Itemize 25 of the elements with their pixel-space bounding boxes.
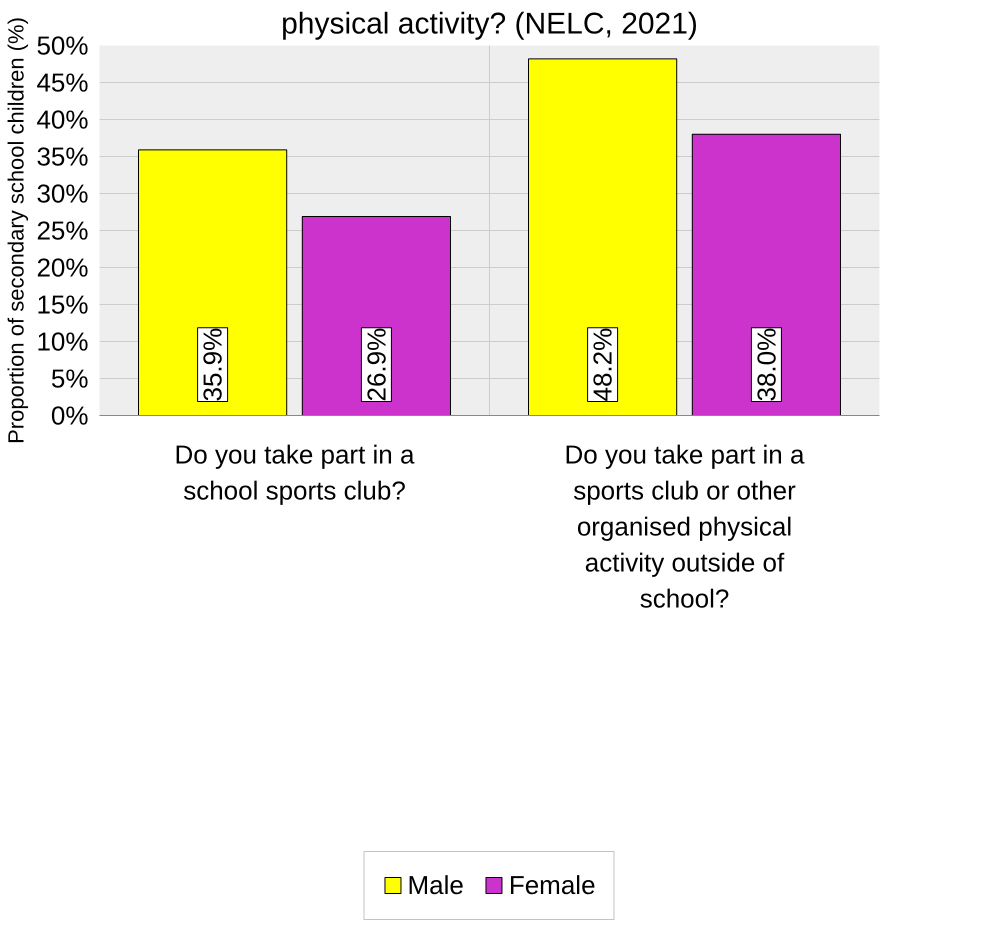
y-tick-label: 0% [50, 400, 88, 430]
y-tick-label: 50% [36, 30, 89, 60]
legend-label: Female [508, 870, 596, 900]
y-tick-label: 35% [36, 142, 89, 172]
text: 26.9% [361, 328, 392, 402]
y-tick-label: 25% [36, 216, 89, 246]
bar [528, 58, 678, 416]
bar [138, 149, 288, 416]
y-tick-label: 40% [36, 104, 89, 134]
bar [692, 134, 841, 416]
chart-title: physical activity? (NELC, 2021) [281, 8, 698, 40]
bar [302, 216, 451, 416]
y-tick-label: 20% [36, 252, 89, 282]
y-tick-label: 45% [36, 68, 89, 98]
y-tick-label: 15% [36, 290, 89, 320]
y-tick-label: 5% [50, 364, 88, 394]
x-tick-label: Do you take part in a sports club or other organised physical activity outside of school? [564, 440, 805, 614]
x-tick-label: Do you take part in a school sports club? [174, 440, 415, 506]
legend-label: Male [407, 870, 464, 900]
y-tick-label: 10% [36, 326, 89, 356]
text: 35.9% [198, 328, 228, 402]
text: 48.2% [588, 328, 618, 402]
y-axis-title: Proportion of secondary school children (%) [3, 17, 28, 444]
text: 38.0% [751, 328, 782, 402]
y-tick-label: 30% [36, 178, 89, 208]
